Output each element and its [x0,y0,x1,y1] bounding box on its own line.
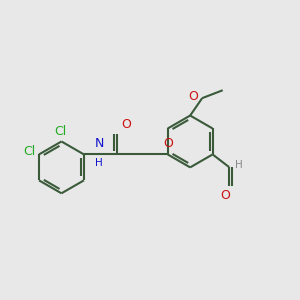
Text: Cl: Cl [54,125,66,138]
Text: Cl: Cl [23,146,35,158]
Text: O: O [163,137,172,150]
Text: O: O [121,118,131,131]
Text: H: H [95,158,103,168]
Text: N: N [94,137,104,150]
Text: O: O [188,90,198,103]
Text: H: H [235,160,242,170]
Text: O: O [220,189,230,202]
